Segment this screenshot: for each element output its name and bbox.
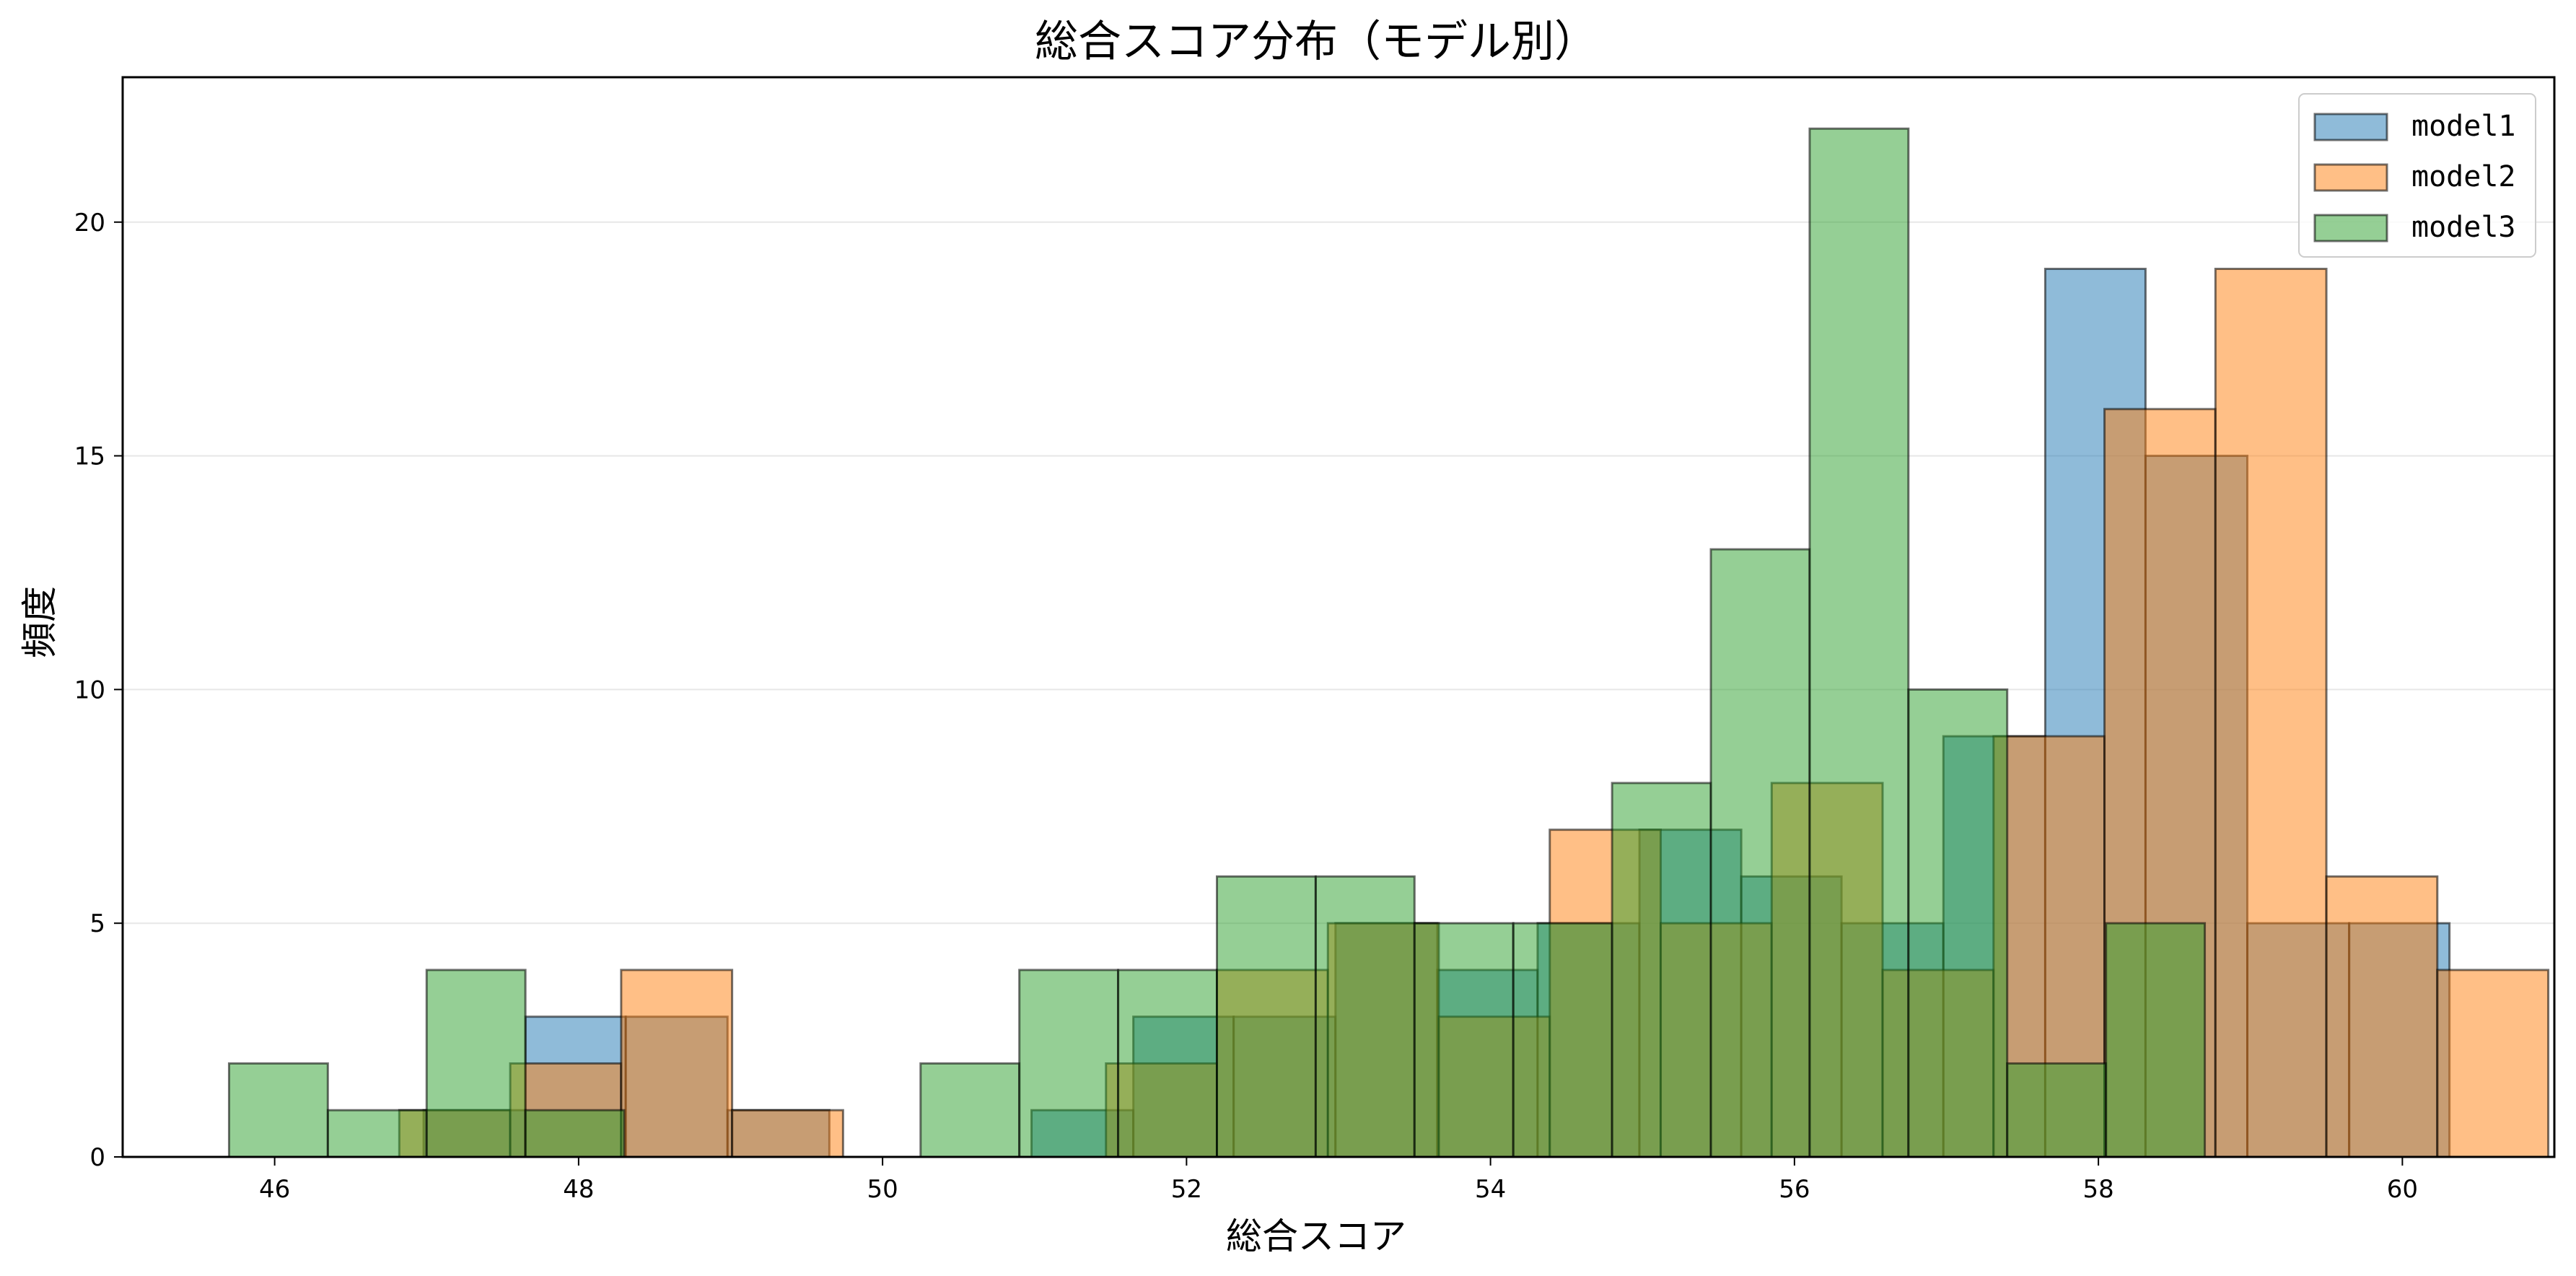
y-tick-label: 20 [74,209,105,237]
histogram-bar [524,1109,626,1158]
y-tick-label: 15 [74,442,105,471]
histogram-bar [1018,969,1120,1158]
plot-frame [121,76,2556,1158]
x-tick-label: 52 [1171,1175,1202,1204]
histogram-bar [227,1062,329,1158]
x-axis-ticks: 46 48 50 52 54 56 58 60 [259,1157,2418,1204]
histogram-bar [1314,875,1416,1158]
y-axis-label: 頻度 [19,586,61,658]
x-tick-label: 48 [563,1175,594,1204]
histogram-bar [1808,127,1910,1158]
y-tick-label: 0 [89,1143,105,1172]
histogram-bar [1611,782,1712,1158]
y-tick-label: 5 [89,909,105,938]
y-axis-ticks: 0 5 10 15 20 [74,209,123,1172]
histogram-bar [919,1062,1021,1158]
bars-layer [227,127,2550,1158]
x-tick-label: 58 [2082,1175,2113,1204]
x-tick-label: 46 [259,1175,290,1204]
histogram-bar [1512,922,1613,1158]
series-model3 [227,127,2207,1158]
x-tick-label: 54 [1475,1175,1506,1204]
legend-swatch [2313,214,2388,242]
histogram-bar [1413,922,1515,1158]
histogram-bar [1709,548,1811,1158]
histogram-bar [2214,268,2328,1158]
legend: model1 model2 model3 [2298,93,2536,258]
x-tick-label: 50 [867,1175,898,1204]
histogram-bar [1117,969,1218,1158]
histogram-bar [2436,969,2550,1158]
chart-title: 総合スコア分布（モデル別） [1035,17,1598,67]
legend-label: model2 [2411,160,2516,193]
x-tick-label: 60 [2387,1175,2418,1204]
legend-label: model3 [2411,211,2516,244]
histogram-bar [2325,875,2439,1158]
histogram-bar [2006,1062,2108,1158]
legend-label: model1 [2411,110,2516,143]
histogram-bar [1216,875,1317,1158]
histogram-bar [2105,922,2207,1158]
y-tick-label: 10 [74,676,105,704]
histogram-bar [326,1109,428,1158]
legend-swatch [2313,163,2388,192]
histogram-bar [1907,688,2009,1158]
x-axis-label: 総合スコア [1226,1215,1406,1257]
histogram-bar [425,969,527,1158]
x-tick-label: 56 [1779,1175,1810,1204]
histogram-bar [620,969,734,1158]
legend-swatch [2313,113,2388,141]
histogram-bar [731,1109,844,1158]
